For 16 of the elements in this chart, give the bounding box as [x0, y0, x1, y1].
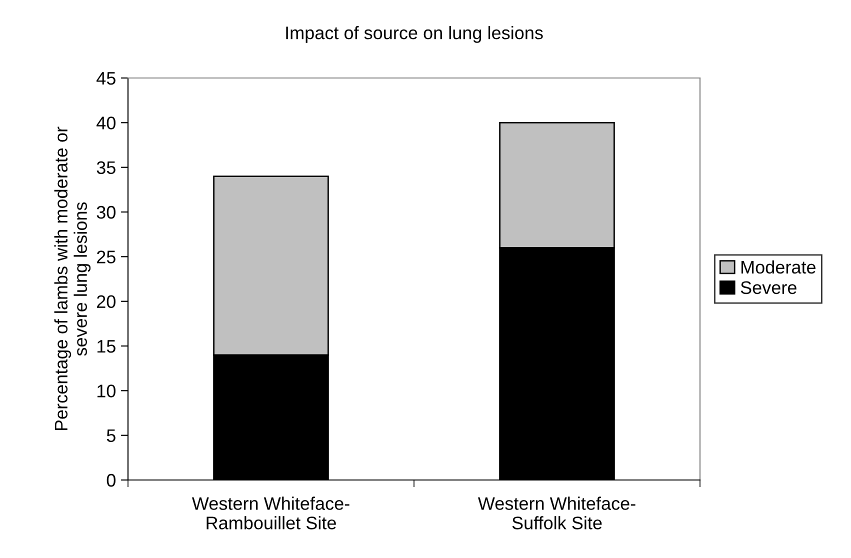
- y-tick-label: 40: [96, 116, 116, 130]
- y-tick-label: 20: [97, 295, 116, 308]
- y-tick-label: 5: [106, 429, 116, 442]
- y-tick-label: 15: [97, 340, 116, 353]
- y-tick-label: 35: [96, 161, 116, 174]
- legend-label: Moderate: [742, 260, 816, 274]
- x-tick-label: Western Whiteface- Suffolk Site: [478, 496, 636, 530]
- x-tick-label: Western Whiteface- Rambouillet Site: [192, 496, 350, 530]
- y-tick-label: 45: [96, 72, 116, 85]
- y-tick-label: 10: [97, 384, 116, 398]
- y-tick-label: 25: [97, 250, 116, 264]
- chart-title: Impact of source on lung lesions: [286, 26, 543, 43]
- y-tick-label: 0: [106, 474, 116, 487]
- y-axis-title: Percentage of lambs with moderate or severe lung lesions: [54, 126, 91, 430]
- legend-label: Severe: [740, 281, 796, 294]
- y-tick-label: 30: [96, 206, 116, 219]
